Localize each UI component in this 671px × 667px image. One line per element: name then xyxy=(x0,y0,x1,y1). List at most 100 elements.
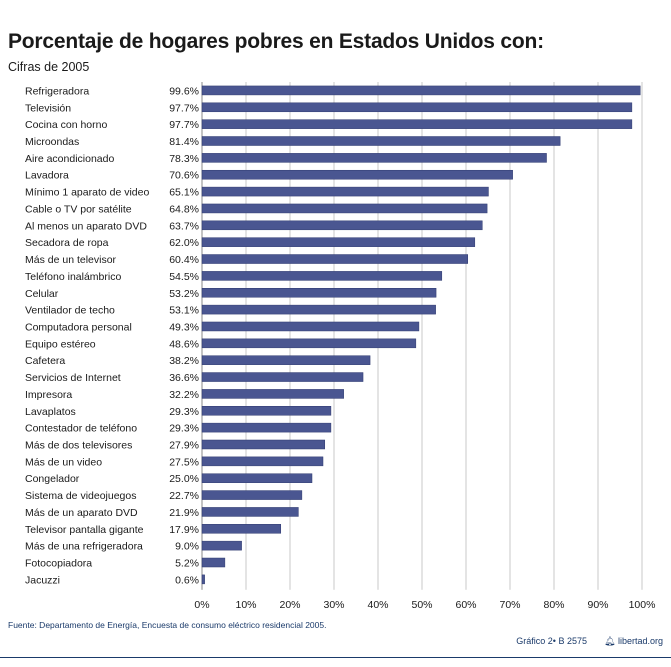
data-label: 22.7% xyxy=(169,490,199,502)
x-tick-label: 60% xyxy=(455,599,476,611)
data-label: 54.5% xyxy=(169,271,199,283)
data-label: 64.8% xyxy=(169,203,199,215)
category-label: Teléfono inalámbrico xyxy=(25,271,121,283)
x-tick-label: 10% xyxy=(235,599,256,611)
data-label: 5.2% xyxy=(175,558,199,570)
category-label: Secadora de ropa xyxy=(25,237,109,249)
category-label: Ventilador de techo xyxy=(25,305,115,317)
bar xyxy=(201,490,303,500)
bar xyxy=(201,439,326,450)
category-label: Más de una refrigeradora xyxy=(25,541,143,553)
category-label: Congelador xyxy=(25,473,80,485)
credit-text: Gráfico 2• B 2575 xyxy=(516,636,587,646)
bar xyxy=(201,473,313,483)
category-label: Jacuzzi xyxy=(25,574,60,586)
data-label: 53.1% xyxy=(169,305,199,317)
bar xyxy=(201,136,561,146)
category-label: Impresora xyxy=(25,389,72,401)
data-label: 27.9% xyxy=(169,439,199,451)
category-label: Cafetera xyxy=(25,355,65,367)
bell-icon: 🔔︎ xyxy=(604,636,616,646)
data-label: 29.3% xyxy=(169,423,199,435)
bar xyxy=(201,186,489,197)
category-label: Sistema de videojuegos xyxy=(25,490,137,502)
category-label: Equipo estéreo xyxy=(25,338,96,350)
category-label: Más de un video xyxy=(25,456,102,468)
logo-text: 🔔︎ libertad.org xyxy=(604,636,663,647)
category-label: Mínimo 1 aparato de video xyxy=(25,187,149,199)
bar xyxy=(201,355,371,365)
data-label: 60.4% xyxy=(169,254,199,266)
x-tick-label: 40% xyxy=(367,599,388,611)
category-label: Servicios de Internet xyxy=(25,372,121,384)
x-tick-label: 30% xyxy=(323,599,344,611)
category-label: Televisor pantalla gigante xyxy=(25,524,144,536)
chart-title: Porcentaje de hogares pobres en Estados … xyxy=(8,30,544,53)
bar xyxy=(201,119,633,129)
x-tick-label: 100% xyxy=(629,599,656,611)
category-label: Televisión xyxy=(25,102,71,114)
bar xyxy=(201,389,344,399)
data-label: 81.4% xyxy=(169,136,199,148)
data-label: 27.5% xyxy=(169,456,199,468)
x-tick-label: 80% xyxy=(543,599,564,611)
category-label: Más de un televisor xyxy=(25,254,117,266)
category-label: Contestador de teléfono xyxy=(25,423,137,435)
bar xyxy=(201,557,226,568)
data-label: 97.7% xyxy=(169,119,199,131)
bar xyxy=(201,169,513,180)
category-label: Cable o TV por satélite xyxy=(25,203,132,215)
data-label: 65.1% xyxy=(169,187,199,199)
bar xyxy=(201,540,242,551)
bar xyxy=(201,271,443,281)
category-label: Lavadora xyxy=(25,170,69,182)
bar xyxy=(201,422,332,433)
chart-subtitle: Cifras de 2005 xyxy=(8,60,90,74)
data-label: 49.3% xyxy=(169,321,199,333)
data-label: 29.3% xyxy=(169,406,199,418)
bar xyxy=(201,220,483,231)
category-label: Microondas xyxy=(25,136,79,148)
bar-chart: 0% 10% 20% 30% 40% 50% 60% 70% 80% 90% 100% Refrige… xyxy=(25,82,656,611)
data-label: 63.7% xyxy=(169,220,199,232)
source-note: Fuente: Departamento de Energía, Encuest… xyxy=(8,620,327,630)
bar xyxy=(201,456,324,467)
data-label: 78.3% xyxy=(169,153,199,165)
category-label: Celular xyxy=(25,288,59,300)
data-label: 62.0% xyxy=(169,237,199,249)
bar xyxy=(201,288,437,298)
data-label: 0.6% xyxy=(175,574,199,586)
data-label: 38.2% xyxy=(169,355,199,367)
bar xyxy=(201,574,205,585)
category-label: Computadora personal xyxy=(25,321,132,333)
logo-label: libertad.org xyxy=(617,636,663,646)
data-label: 32.2% xyxy=(169,389,199,401)
bar xyxy=(201,254,469,264)
data-label: 48.6% xyxy=(169,338,199,350)
bar xyxy=(201,372,364,382)
x-tick-label: 70% xyxy=(499,599,520,611)
data-label: 97.7% xyxy=(169,102,199,114)
x-tick-label: 0% xyxy=(194,599,209,611)
data-label: 53.2% xyxy=(169,288,199,300)
category-label: Más de dos televisores xyxy=(25,439,132,451)
category-label: Más de un aparato DVD xyxy=(25,507,138,519)
category-label: Cocina con horno xyxy=(25,119,107,131)
category-label: Aire acondicionado xyxy=(25,153,114,165)
bar xyxy=(201,153,547,163)
bar xyxy=(201,304,436,315)
x-tick-label: 20% xyxy=(279,599,300,611)
bar xyxy=(201,321,420,332)
category-label: Al menos un aparato DVD xyxy=(25,220,147,232)
bar xyxy=(201,338,417,349)
category-label: Fotocopiadora xyxy=(25,558,92,570)
category-label: Lavaplatos xyxy=(25,406,76,418)
data-label: 9.0% xyxy=(175,541,199,553)
bar xyxy=(201,102,633,113)
category-label: Refrigeradora xyxy=(25,85,89,97)
x-tick-label: 50% xyxy=(411,599,432,611)
data-label: 25.0% xyxy=(169,473,199,485)
data-label: 36.6% xyxy=(169,372,199,384)
bottom-rule xyxy=(0,657,671,658)
bar xyxy=(201,524,282,534)
